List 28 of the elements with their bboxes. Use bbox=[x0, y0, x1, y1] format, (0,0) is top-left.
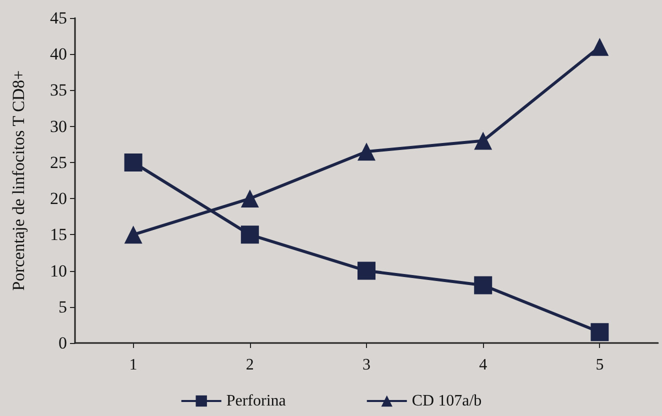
y-tick-label: 15 bbox=[50, 225, 67, 244]
x-tick-label: 5 bbox=[596, 356, 604, 374]
y-tick-label: 20 bbox=[50, 189, 67, 208]
point bbox=[358, 142, 376, 161]
x-tick-label: 3 bbox=[362, 356, 370, 374]
y-tick-label: 35 bbox=[50, 80, 67, 100]
y-tick-label: 45 bbox=[50, 8, 67, 28]
y-tick-label: 0 bbox=[58, 334, 67, 352]
x-tick-label: 1 bbox=[129, 356, 138, 374]
point bbox=[240, 190, 259, 208]
point bbox=[590, 323, 609, 342]
y-tick-label: 30 bbox=[50, 116, 67, 136]
point bbox=[474, 276, 492, 294]
point bbox=[124, 226, 142, 244]
point bbox=[590, 38, 609, 56]
point bbox=[474, 132, 492, 150]
y-tick-label: 40 bbox=[50, 44, 67, 64]
x-tick-label: 4 bbox=[479, 356, 488, 374]
x-tick-label: 2 bbox=[246, 356, 254, 374]
y-tick-label: 5 bbox=[58, 297, 67, 316]
y-tick-label: 25 bbox=[50, 152, 67, 172]
point bbox=[124, 153, 142, 172]
point bbox=[240, 226, 259, 244]
legend-label: Perforina bbox=[226, 392, 286, 410]
point bbox=[358, 262, 376, 280]
y-axis-title: Porcentaje de linfocitos T CD8+ bbox=[9, 70, 28, 291]
legend-label: CD 107a/b bbox=[412, 392, 482, 410]
y-tick-label: 10 bbox=[50, 261, 67, 280]
